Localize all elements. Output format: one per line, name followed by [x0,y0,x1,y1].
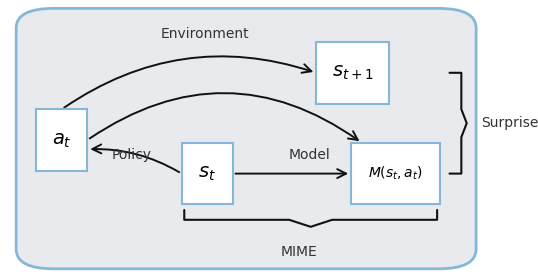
Text: $a_t$: $a_t$ [52,130,72,150]
Text: Model: Model [288,148,330,162]
FancyBboxPatch shape [16,8,476,269]
Text: $M(s_t, a_t)$: $M(s_t, a_t)$ [368,165,423,182]
FancyBboxPatch shape [182,143,232,204]
Text: MIME: MIME [280,245,317,259]
FancyArrowPatch shape [236,169,346,178]
FancyBboxPatch shape [37,109,87,171]
FancyArrowPatch shape [93,144,179,172]
Text: Environment: Environment [160,27,249,41]
FancyArrowPatch shape [90,93,358,140]
FancyArrowPatch shape [64,56,312,108]
Text: Surprise: Surprise [482,116,538,130]
FancyBboxPatch shape [316,42,388,104]
FancyBboxPatch shape [351,143,440,204]
Text: Policy: Policy [112,148,152,162]
Text: $s_t$: $s_t$ [198,164,216,183]
Text: $s_{t+1}$: $s_{t+1}$ [331,63,373,82]
